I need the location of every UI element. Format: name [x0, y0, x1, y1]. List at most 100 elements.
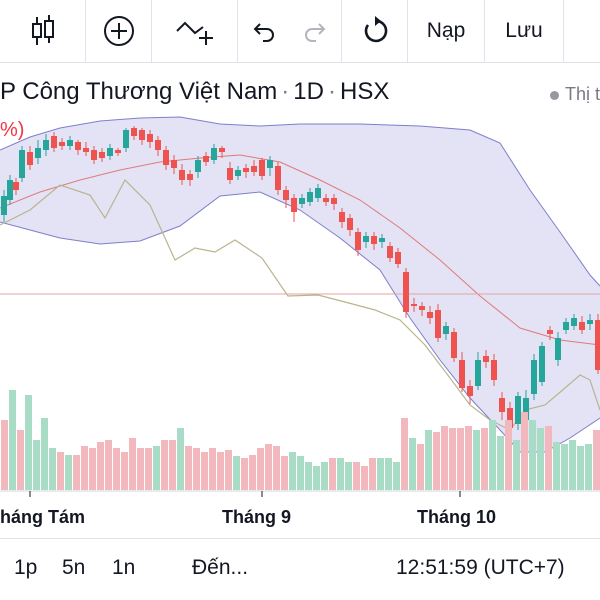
save-button[interactable]: Lưu	[485, 0, 564, 62]
volume-bar	[321, 462, 328, 490]
compare-icon	[175, 21, 213, 45]
volume-bar	[281, 456, 288, 490]
volume-bar	[89, 448, 96, 490]
candle-body	[411, 304, 417, 306]
undo-icon[interactable]	[251, 18, 277, 44]
deposit-button[interactable]: Nạp	[408, 0, 485, 62]
divider	[0, 538, 600, 539]
volume-bar	[81, 446, 88, 490]
price-chart[interactable]	[0, 110, 600, 500]
symbol-name[interactable]: P Công Thương Việt Nam	[0, 78, 278, 105]
chart-type-button[interactable]	[0, 0, 86, 62]
candle-body	[323, 198, 329, 202]
range-5d-button[interactable]: 5n	[62, 556, 86, 579]
indicator-line	[0, 178, 600, 431]
candle-body	[571, 318, 577, 326]
candle-body	[379, 238, 385, 242]
market-status: Thị t	[549, 84, 600, 105]
candle-body	[267, 160, 273, 168]
candle-body	[451, 332, 457, 358]
candle-body	[91, 150, 97, 160]
compare-button[interactable]	[152, 0, 238, 62]
range-1d-button[interactable]: 1p	[14, 556, 38, 579]
bollinger-upper-line	[0, 116, 600, 287]
reset-button[interactable]	[342, 0, 408, 62]
volume-bar	[273, 446, 280, 490]
volume-bar	[369, 458, 376, 490]
candle-body	[83, 148, 89, 152]
volume-bar	[409, 438, 416, 490]
volume-bar	[329, 458, 336, 490]
goto-date-button[interactable]: Đến...	[192, 556, 249, 579]
candle-body	[155, 140, 161, 150]
range-1n-button[interactable]: 1n	[112, 556, 136, 579]
candle-body	[363, 236, 369, 242]
volume-bar	[41, 418, 48, 490]
candle-body	[13, 182, 19, 190]
volume-bar	[177, 428, 184, 490]
volume-bar	[145, 448, 152, 490]
candle-body	[587, 320, 593, 324]
volume-bar	[169, 440, 176, 490]
add-indicator-icon	[103, 16, 134, 46]
volume-bar	[545, 426, 552, 490]
candle-body	[579, 322, 585, 330]
volume-bar	[137, 448, 144, 490]
volume-bar	[361, 466, 368, 490]
change-percent-fragment: %)	[0, 119, 25, 141]
interval-label[interactable]: 1D	[293, 78, 324, 105]
volume-bar	[209, 448, 216, 490]
candle-body	[355, 232, 361, 250]
candle-body	[507, 408, 513, 428]
volume-bar	[465, 426, 472, 490]
candle-body	[403, 272, 409, 312]
volume-bar	[265, 444, 272, 490]
volume-bar	[473, 430, 480, 490]
candle-body	[147, 134, 153, 142]
moving-average-line	[0, 154, 600, 346]
candle-body	[427, 312, 433, 318]
candle-body	[275, 166, 281, 190]
volume-bar	[561, 444, 568, 490]
volume-bar	[225, 450, 232, 490]
candle-body	[243, 168, 249, 172]
volume-bar	[153, 446, 160, 490]
candle-body	[539, 346, 545, 382]
candle-body	[459, 360, 465, 388]
candle-body	[75, 142, 81, 150]
volume-bar	[569, 440, 576, 490]
volume-bar	[49, 448, 56, 490]
x-tick-label: Tháng 10	[417, 507, 497, 527]
candle-body	[475, 360, 481, 386]
candle-body	[235, 170, 241, 176]
add-indicator-button[interactable]	[86, 0, 152, 62]
volume-bar	[497, 436, 504, 490]
candle-body	[555, 338, 561, 360]
candle-body	[315, 188, 321, 198]
volume-bar	[9, 390, 16, 490]
candle-body	[219, 148, 225, 152]
volume-bar	[513, 440, 520, 490]
volume-bar	[25, 395, 32, 490]
redo-icon[interactable]	[302, 18, 328, 44]
volume-bar	[57, 452, 64, 490]
candle-body	[115, 150, 121, 153]
x-tick-label: Tháng 9	[222, 507, 292, 527]
candle-body	[283, 190, 289, 200]
candle-body	[7, 180, 13, 200]
volume-bar	[249, 455, 256, 490]
candle-body	[211, 148, 217, 160]
candle-body	[1, 196, 7, 215]
candle-body	[547, 330, 553, 334]
volume-bar	[257, 448, 264, 490]
candle-body	[227, 168, 233, 180]
bollinger-band-fill	[0, 117, 600, 452]
volume-bar	[353, 462, 360, 490]
volume-bar	[105, 440, 112, 490]
candle-body	[179, 170, 185, 180]
candle-body	[331, 198, 337, 204]
volume-bar	[289, 452, 296, 490]
candle-body	[347, 218, 353, 230]
candle-body	[339, 212, 345, 222]
volume-bar	[417, 444, 424, 490]
